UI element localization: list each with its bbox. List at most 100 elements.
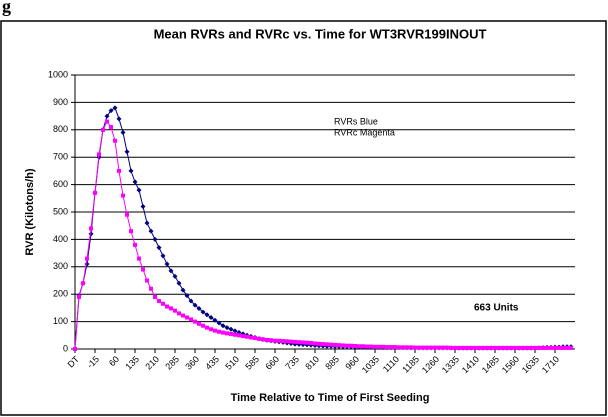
point xyxy=(497,345,501,350)
point xyxy=(453,345,457,350)
point xyxy=(465,345,469,350)
point xyxy=(233,332,237,337)
point xyxy=(405,345,409,350)
point xyxy=(561,345,565,350)
point xyxy=(417,345,421,350)
point xyxy=(213,328,217,333)
point xyxy=(273,338,277,343)
point xyxy=(445,345,449,350)
y-tick-label: 900 xyxy=(53,97,68,107)
point xyxy=(113,138,117,143)
point xyxy=(180,287,186,293)
point xyxy=(477,345,481,350)
point xyxy=(565,345,569,350)
point xyxy=(361,344,365,349)
point xyxy=(437,345,441,350)
point xyxy=(145,278,149,283)
point xyxy=(117,168,121,173)
point xyxy=(313,341,317,346)
point xyxy=(132,179,138,185)
y-tick-label: 800 xyxy=(53,124,68,134)
point xyxy=(325,342,329,347)
point xyxy=(281,339,285,344)
point xyxy=(225,331,229,336)
point xyxy=(120,130,126,136)
point xyxy=(441,345,445,350)
y-tick-label: 700 xyxy=(53,152,68,162)
point xyxy=(112,105,118,111)
point xyxy=(345,343,349,348)
point xyxy=(309,340,313,345)
point xyxy=(224,325,230,331)
point xyxy=(493,345,497,350)
point xyxy=(173,308,177,313)
point xyxy=(229,331,233,336)
y-tick-label: 300 xyxy=(53,261,68,271)
point xyxy=(469,345,473,350)
point xyxy=(285,339,289,344)
point xyxy=(200,309,206,315)
point xyxy=(136,187,142,193)
point xyxy=(509,345,513,350)
point xyxy=(401,345,405,350)
header-fragment: g xyxy=(2,0,11,16)
point xyxy=(121,193,125,198)
point xyxy=(253,336,257,341)
point xyxy=(81,281,85,286)
point xyxy=(165,304,169,309)
point xyxy=(365,344,369,349)
point xyxy=(212,317,218,323)
point xyxy=(149,286,153,291)
point xyxy=(164,261,170,267)
chart-title: Mean RVRs and RVRc vs. Time for WT3RVR19… xyxy=(154,26,487,41)
point xyxy=(221,330,225,335)
point xyxy=(237,333,241,338)
point xyxy=(201,323,205,328)
point xyxy=(189,317,193,322)
annotation: RVRc Magenta xyxy=(334,127,395,137)
point xyxy=(129,229,133,234)
point xyxy=(377,344,381,349)
point xyxy=(553,345,557,350)
point xyxy=(205,325,209,330)
point xyxy=(557,345,561,350)
point xyxy=(193,319,197,324)
point xyxy=(208,314,214,320)
point xyxy=(109,125,113,130)
point xyxy=(305,340,309,345)
point xyxy=(485,345,489,350)
point xyxy=(153,294,157,299)
point xyxy=(521,345,525,350)
point xyxy=(261,337,265,342)
point xyxy=(517,345,521,350)
point xyxy=(333,342,337,347)
y-tick-label: 200 xyxy=(53,289,68,299)
point xyxy=(125,212,129,217)
point xyxy=(197,321,201,326)
point xyxy=(425,345,429,350)
point xyxy=(293,339,297,344)
y-tick-label: 1000 xyxy=(48,69,68,79)
point xyxy=(413,345,417,350)
point xyxy=(409,345,413,350)
point xyxy=(204,312,210,318)
point xyxy=(245,334,249,339)
point xyxy=(168,268,174,274)
point xyxy=(128,168,134,174)
point xyxy=(228,326,234,332)
point xyxy=(317,341,321,346)
point xyxy=(545,345,549,350)
point xyxy=(209,327,213,332)
point xyxy=(196,305,202,311)
point xyxy=(329,342,333,347)
point xyxy=(144,220,150,226)
point xyxy=(277,338,281,343)
point xyxy=(461,345,465,350)
point xyxy=(152,236,158,242)
point xyxy=(297,340,301,345)
point xyxy=(249,335,253,340)
point xyxy=(104,113,110,119)
point xyxy=(289,339,293,344)
